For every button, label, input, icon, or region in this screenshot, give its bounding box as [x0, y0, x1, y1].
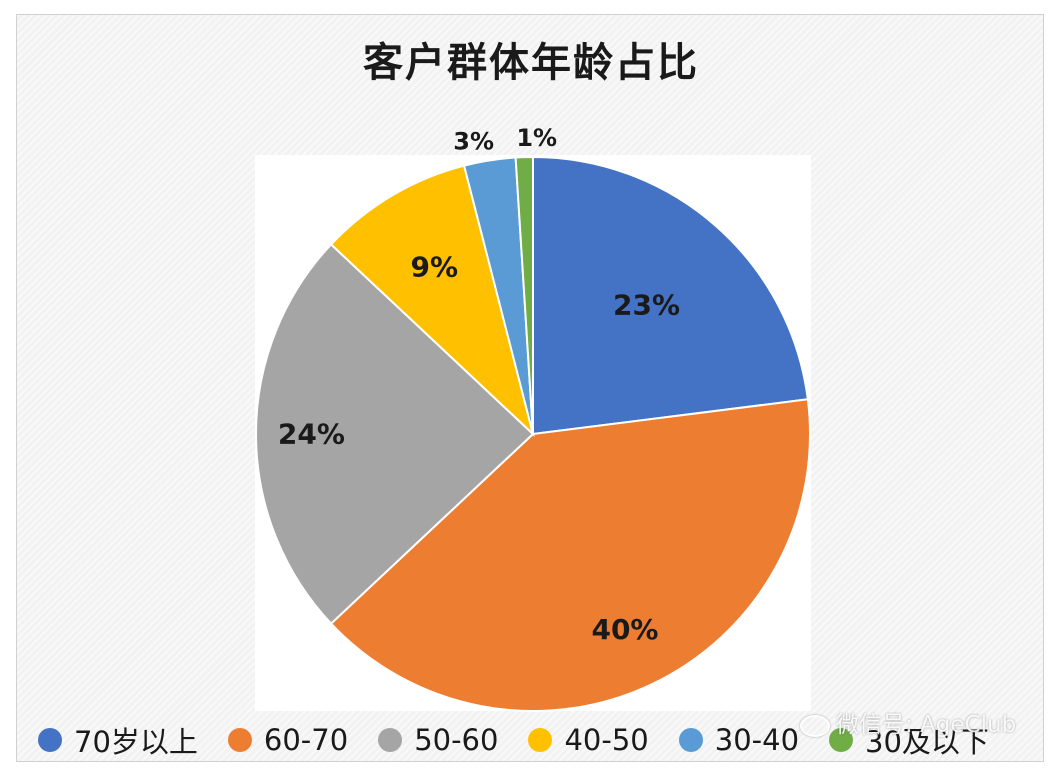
legend-label: 40-50 [564, 723, 649, 757]
legend-item-4: 40-50 [528, 723, 649, 757]
data-label-4: 9% [411, 251, 459, 284]
legend-label: 60-70 [263, 723, 349, 757]
data-label-1: 23% [613, 289, 680, 322]
legend-swatch [38, 728, 62, 752]
legend-item-5: 30-40 [678, 723, 800, 757]
pie-slice-1 [532, 155, 809, 436]
watermark: 微信号: AgeClub [800, 705, 1016, 739]
legend: 70岁以上 60-70 50-60 40-50 30-40 30及以下 [38, 718, 1038, 762]
pie-slice-4 [329, 164, 535, 438]
pie-slice-2 [329, 398, 811, 712]
pie-slice-3 [255, 242, 535, 626]
legend-item-6: 30及以下 [829, 719, 989, 761]
legend-swatch [678, 728, 703, 752]
legend-label: 70岁以上 [74, 725, 198, 759]
data-label-2: 40% [591, 613, 658, 646]
legend-swatch [227, 728, 252, 752]
legend-label: 30及以下 [865, 725, 989, 759]
watermark-text: 微信号: AgeClub [836, 712, 1017, 738]
legend-swatch [829, 728, 854, 752]
data-label-6: 1% [516, 124, 557, 152]
legend-item-1: 70岁以上 [38, 719, 198, 761]
data-label-3: 24% [278, 418, 345, 451]
legend-label: 30-40 [714, 723, 800, 757]
data-label-5: 3% [453, 127, 494, 155]
legend-label: 50-60 [414, 723, 499, 757]
legend-swatch [378, 728, 403, 752]
pie-slice-6 [514, 155, 534, 435]
legend-swatch [528, 728, 553, 752]
legend-item-2: 60-70 [227, 723, 349, 757]
legend-item-3: 50-60 [378, 723, 498, 757]
chart-title: 客户群体年龄占比 [363, 40, 699, 86]
wechat-icon [800, 714, 830, 737]
